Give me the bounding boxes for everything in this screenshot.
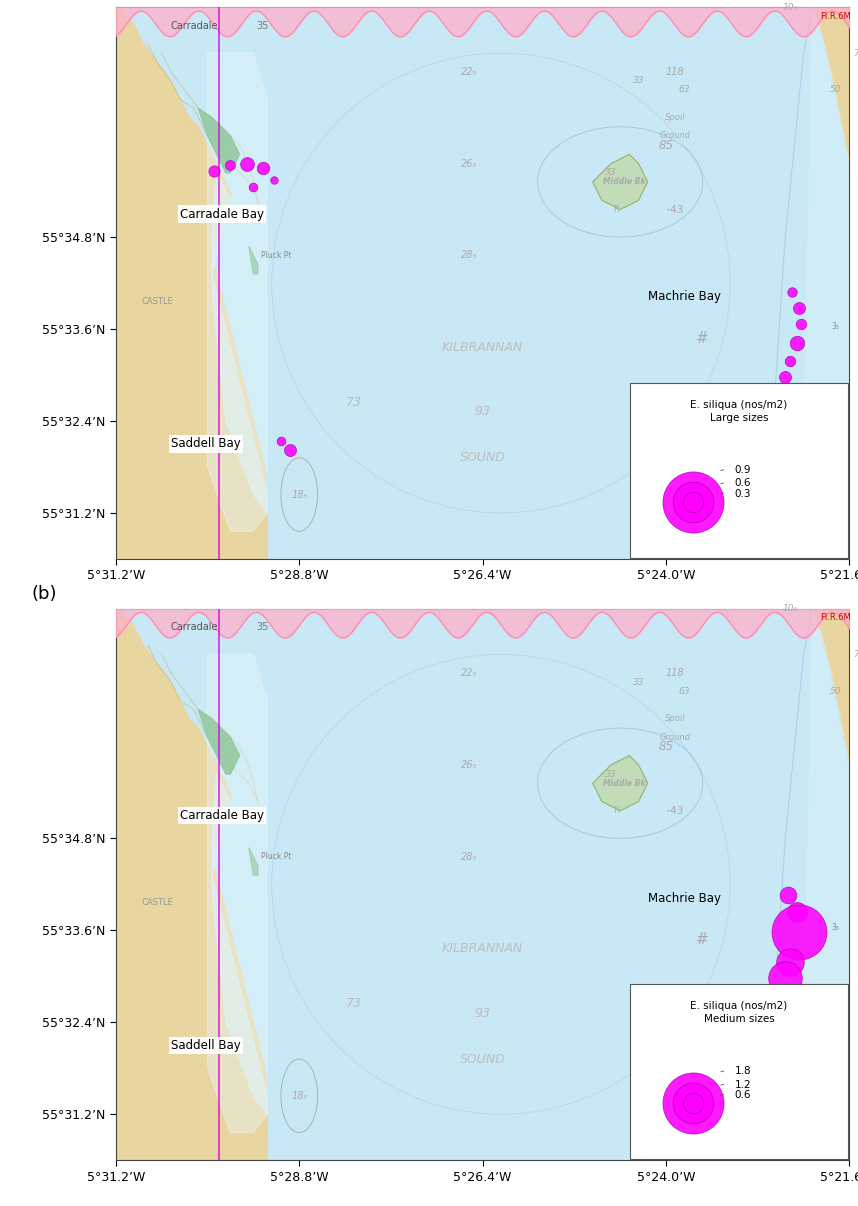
Polygon shape [208,53,267,532]
Text: (b): (b) [32,585,57,603]
Polygon shape [116,7,267,558]
Text: 33: 33 [605,769,617,779]
Polygon shape [212,774,267,1114]
Text: Ground: Ground [660,733,691,742]
Text: 18₅: 18₅ [291,490,307,499]
Text: Middle Bk: Middle Bk [603,177,646,187]
Text: 35: 35 [257,622,269,632]
Text: Machrie Bay: Machrie Bay [648,891,721,904]
Text: 0.9: 0.9 [734,466,752,475]
Point [686,492,700,511]
Text: ⁃43: ⁃43 [666,806,685,815]
Polygon shape [198,109,239,172]
Text: CASTLE: CASTLE [142,898,173,907]
Point [790,902,804,921]
Text: 10₅: 10₅ [782,2,797,12]
Text: 10₅: 10₅ [782,604,797,613]
Text: 3₅: 3₅ [831,924,840,932]
Polygon shape [249,246,258,274]
Polygon shape [212,172,267,513]
Text: 50: 50 [830,686,842,696]
Text: E. siliqua (nos/m2)
Large sizes: E. siliqua (nos/m2) Large sizes [691,400,788,423]
Polygon shape [208,655,267,1132]
Text: 31: 31 [738,1017,750,1028]
Text: KILBRANNAN: KILBRANNAN [442,942,523,955]
Text: 118: 118 [666,66,685,77]
Polygon shape [198,709,239,774]
Point [686,492,700,511]
Text: KILBRANNAN: KILBRANNAN [442,341,523,353]
Text: 73: 73 [347,396,362,409]
Point [686,1094,700,1113]
Text: 26₅: 26₅ [461,158,477,169]
Text: Carradale: Carradale [170,21,218,30]
Point [792,298,806,317]
Point [795,315,808,334]
Text: 33: 33 [605,168,617,177]
Text: Carradale Bay: Carradale Bay [180,809,264,822]
Text: 35: 35 [257,21,269,30]
Text: 73: 73 [347,997,362,1011]
Text: 93: 93 [474,1007,491,1019]
Point [239,154,253,174]
Point [208,162,221,181]
Point [267,170,281,189]
Text: #: # [697,932,709,947]
Text: 0.6: 0.6 [734,479,752,488]
Text: CASTLE: CASTLE [142,297,173,306]
Point [774,404,788,423]
Text: 63: 63 [679,686,690,696]
Point [274,432,287,451]
Point [781,885,795,904]
Point [783,352,797,371]
Text: Saddell Bay: Saddell Bay [171,1038,240,1052]
Text: 63: 63 [679,86,690,94]
Text: 3₅: 3₅ [831,322,840,330]
Text: R: R [699,999,706,1009]
Point [774,990,788,1009]
Text: 0.6: 0.6 [734,1090,752,1100]
Polygon shape [776,609,858,1160]
Text: Pluck Pt: Pluck Pt [261,251,292,260]
Point [686,1094,700,1113]
Text: SOUND: SOUND [460,1053,505,1066]
FancyBboxPatch shape [630,382,849,558]
Text: 93: 93 [474,405,491,418]
Point [283,440,297,459]
Text: 22₅: 22₅ [461,668,477,678]
Text: R: R [613,807,619,815]
Text: Fl.R.6M: Fl.R.6M [820,613,851,622]
Text: (a): (a) [32,0,57,1]
Polygon shape [593,756,648,810]
Text: 85: 85 [659,139,674,152]
Polygon shape [767,609,858,1160]
Text: 1.2: 1.2 [734,1079,752,1090]
Point [686,492,700,511]
Text: R: R [613,205,619,213]
Text: 118: 118 [666,668,685,678]
Text: #: # [697,330,709,346]
Text: 33: 33 [632,678,644,686]
Text: 70: 70 [853,48,858,58]
Text: E. siliqua (nos/m2)
Medium sizes: E. siliqua (nos/m2) Medium sizes [691,1001,788,1024]
Text: 26₅: 26₅ [461,760,477,769]
Text: Middle Bk: Middle Bk [603,779,646,788]
Text: 28₅: 28₅ [461,251,477,260]
Text: ⁃43: ⁃43 [666,205,685,215]
Point [686,1094,700,1113]
Text: 10₅: 10₅ [736,1091,752,1100]
Polygon shape [767,7,858,558]
Text: SOUND: SOUND [460,451,505,464]
Point [792,923,806,942]
Text: 18₅: 18₅ [291,1090,307,1101]
FancyBboxPatch shape [630,984,849,1159]
Text: Spoil: Spoil [665,714,686,724]
Text: 85: 85 [659,740,674,753]
Text: 70: 70 [853,650,858,658]
Text: Fl.R.6M: Fl.R.6M [820,12,851,21]
Point [246,177,260,197]
Polygon shape [593,154,648,210]
Text: 33: 33 [632,76,644,86]
Text: 0.3: 0.3 [734,488,752,498]
Point [776,386,790,405]
